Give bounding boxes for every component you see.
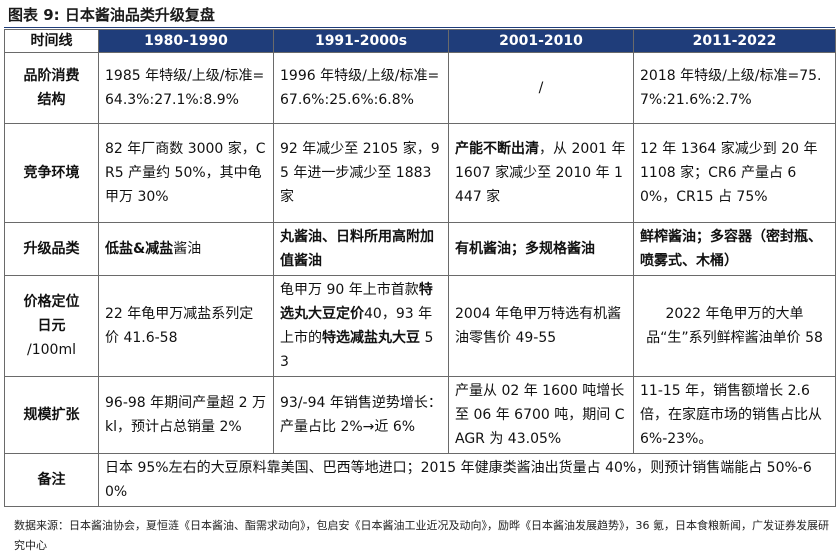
- cell-text: 酱油: [173, 241, 202, 257]
- cell-scale-2000s: 产量从 02 年 1600 吨增长至 06 年 6700 吨，期间 CAGR 为…: [448, 376, 634, 454]
- cell-price-1980s: 22 年龟甲万减盐系列定价 41.6-58: [98, 275, 274, 377]
- cell-price-2010s: 2022 年龟甲万的大单品“生”系列鲜榨酱油单价 58: [633, 275, 836, 377]
- cell-price-2000s: 2004 年龟甲万特选有机酱油零售价 49-55: [448, 275, 634, 377]
- header-timeline-label: 时间线: [4, 29, 99, 53]
- header-period-2001-2010: 2001-2010: [448, 29, 634, 53]
- cell-category-1990s: 丸酱油、日料所用高附加值酱油: [273, 222, 449, 276]
- cell-competition-1980s: 82 年厂商数 3000 家，CR5 产量约 50%，其中龟甲万 30%: [98, 123, 274, 223]
- cell-category-2010s: 鲜榨酱油；多容器（密封瓶、喷雾式、木桶）: [633, 222, 836, 276]
- table-row-upgrade-category: 升级品类 低盐&减盐酱油 丸酱油、日料所用高附加值酱油 有机酱油；多规格酱油 鲜…: [4, 222, 836, 276]
- cell-text: 53: [280, 330, 434, 370]
- cell-competition-2010s: 12 年 1364 家减少到 20 年 1108 家；CR6 产量占 60%，C…: [633, 123, 836, 223]
- row-label-consumption-structure: 品阶消费 结构: [4, 52, 99, 124]
- cell-text: ，从 2001 年 1607 家减少至 2010 年 1447 家: [455, 141, 626, 205]
- cell-category-1980s: 低盐&减盐酱油: [98, 222, 274, 276]
- row-label-price-positioning: 价格定位 日元 /100ml: [4, 275, 99, 377]
- capacity-clearance-emphasis: 产能不断出清: [455, 141, 539, 157]
- cell-price-1990s: 龟甲万 90 年上市首款特选丸大豆定价40，93 年上市的特选减盐丸大豆 53: [273, 275, 449, 377]
- title-divider: [4, 27, 835, 28]
- row-label-competition: 竞争环境: [4, 123, 99, 223]
- table-row-notes: 备注 日本 95%左右的大豆原料靠美国、巴西等地进口；2015 年健康类酱油出货…: [4, 453, 836, 507]
- row-label-line: 日元: [37, 318, 66, 334]
- row-label-scale-expansion: 规模扩张: [4, 376, 99, 454]
- cell-text: 40，93 年上市的: [280, 306, 433, 346]
- cell-scale-1990s: 93/-94 年销售逆势增长：产量占比 2%→近 6%: [273, 376, 449, 454]
- cell-structure-2010s: 2018 年特级/上级/标准=75.7%:21.6%:2.7%: [633, 52, 836, 124]
- soy-sauce-upgrade-table: 时间线 1980-1990 1991-2000s 2001-2010 2011-…: [4, 29, 836, 507]
- table-row-price-positioning: 价格定位 日元 /100ml 22 年龟甲万减盐系列定价 41.6-58 龟甲万…: [4, 275, 836, 377]
- cell-text: 龟甲万 90 年上市首款: [280, 282, 419, 298]
- low-salt-special-emphasis: 特选减盐丸大豆: [322, 330, 420, 346]
- table-row-consumption-structure: 品阶消费 结构 1985 年特级/上级/标准=64.3%:27.1%:8.9% …: [4, 52, 836, 124]
- row-label-notes: 备注: [4, 453, 99, 507]
- cell-scale-2010s: 11-15 年，销售额增长 2.6 倍，在家庭市场的销售占比从 6%-23%。: [633, 376, 836, 454]
- header-row: 时间线 1980-1990 1991-2000s 2001-2010 2011-…: [4, 29, 836, 53]
- row-label-line: 价格定位: [23, 294, 80, 310]
- row-label-line: /100ml: [27, 342, 76, 358]
- table-row-competition: 竞争环境 82 年厂商数 3000 家，CR5 产量约 50%，其中龟甲万 30…: [4, 123, 836, 223]
- cell-competition-1990s: 92 年减少至 2105 家，95 年进一步减少至 1883 家: [273, 123, 449, 223]
- special-selection-emphasis: 特选丸大豆定价: [280, 282, 433, 322]
- header-period-2011-2022: 2011-2022: [633, 29, 836, 53]
- header-period-1991-2000s: 1991-2000s: [273, 29, 449, 53]
- row-label-line: 结构: [37, 92, 66, 108]
- cell-structure-1980s: 1985 年特级/上级/标准=64.3%:27.1%:8.9%: [98, 52, 274, 124]
- cell-category-2000s: 有机酱油；多规格酱油: [448, 222, 634, 276]
- cell-scale-1980s: 96-98 年期间产量超 2 万 kl，预计占总销量 2%: [98, 376, 274, 454]
- row-label-upgrade-category: 升级品类: [4, 222, 99, 276]
- cell-notes: 日本 95%左右的大豆原料靠美国、巴西等地进口；2015 年健康类酱油出货量占 …: [98, 453, 836, 507]
- figure-title: 图表 9: 日本酱油品类升级复盘: [8, 6, 215, 24]
- table-row-scale-expansion: 规模扩张 96-98 年期间产量超 2 万 kl，预计占总销量 2% 93/-9…: [4, 376, 836, 454]
- low-salt-emphasis: 低盐&减盐: [105, 241, 174, 257]
- row-label-line: 品阶消费: [23, 68, 80, 84]
- cell-structure-2000s: /: [448, 52, 634, 124]
- header-period-1980-1990: 1980-1990: [98, 29, 274, 53]
- data-source-note: 数据来源：日本酱油协会，夏恒涟《日本酱油、酯需求动向》，包启安《日本酱油工业近况…: [14, 519, 829, 552]
- cell-competition-2000s: 产能不断出清，从 2001 年 1607 家减少至 2010 年 1447 家: [448, 123, 634, 223]
- cell-structure-1990s: 1996 年特级/上级/标准=67.6%:25.6%:6.8%: [273, 52, 449, 124]
